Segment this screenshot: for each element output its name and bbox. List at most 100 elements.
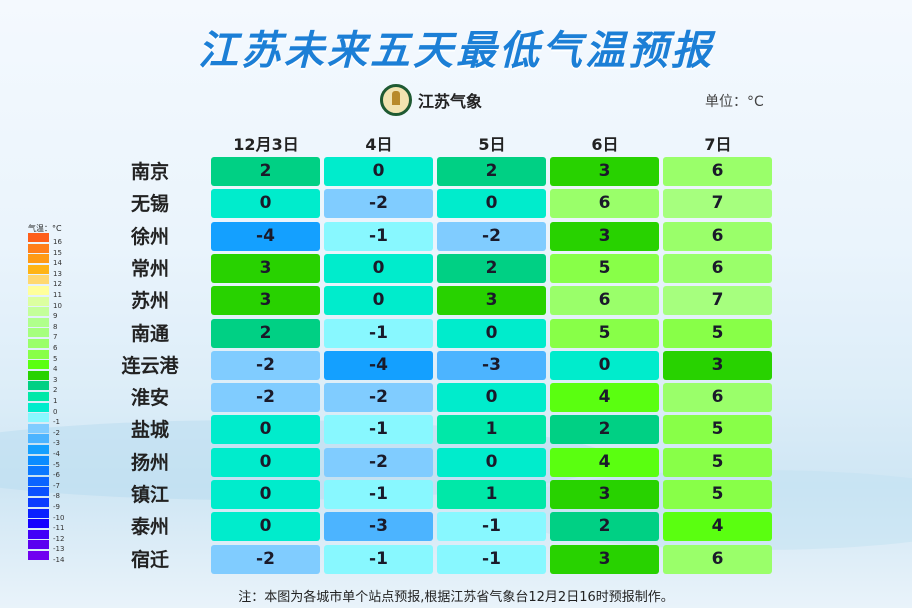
temperature-cell: 5 bbox=[663, 480, 772, 509]
city-label: 宿迁 bbox=[130, 548, 169, 571]
legend-label: 11 bbox=[53, 291, 62, 299]
legend-label: -6 bbox=[53, 471, 60, 480]
temperature-cell: 5 bbox=[550, 253, 659, 283]
temperature-cell: 6 bbox=[663, 253, 772, 283]
temperature-cell: 6 bbox=[663, 544, 772, 574]
legend-swatch bbox=[28, 328, 49, 338]
legend-label: -10 bbox=[53, 513, 65, 522]
legend-label: -11 bbox=[53, 524, 65, 533]
legend-swatch bbox=[28, 392, 49, 401]
legend-label: 13 bbox=[53, 269, 62, 278]
footnote: 注：本图为各城市单个站点预报,根据江苏省气象台12月2日16时预报制作。 bbox=[238, 590, 674, 605]
temperature-cell: 0 bbox=[437, 383, 546, 413]
legend-label: 6 bbox=[53, 344, 58, 352]
temperature-cell: 0 bbox=[324, 286, 433, 316]
temperature-cell: 3 bbox=[437, 286, 546, 316]
legend-label: 0 bbox=[53, 407, 58, 416]
unit-label: 单位：°C bbox=[705, 94, 764, 110]
legend-swatch bbox=[28, 413, 49, 423]
legend-label: 14 bbox=[53, 259, 62, 268]
logo: 江苏气象 bbox=[380, 84, 482, 116]
legend-swatch bbox=[28, 243, 49, 253]
temperature-cell: 1 bbox=[437, 480, 546, 509]
legend-label: 9 bbox=[53, 312, 58, 321]
legend-swatch bbox=[28, 339, 49, 348]
legend-title: 气温：°C bbox=[28, 224, 62, 233]
temperature-cell: 2 bbox=[550, 415, 659, 445]
legend-swatch bbox=[28, 296, 49, 306]
temperature-cell: 3 bbox=[550, 480, 659, 509]
city-label: 扬州 bbox=[130, 451, 169, 474]
temperature-cell: 2 bbox=[437, 157, 546, 186]
legend-label: -12 bbox=[53, 534, 65, 543]
column-header: 12月3日 bbox=[233, 135, 299, 154]
column-header: 6日 bbox=[591, 135, 619, 154]
temperature-cell: 0 bbox=[437, 447, 546, 477]
temperature-cell: 2 bbox=[211, 318, 320, 348]
legend-label: -13 bbox=[53, 545, 65, 554]
temperature-cell: -2 bbox=[437, 221, 546, 251]
temperature-cell: -1 bbox=[437, 544, 546, 574]
temperature-cell: -2 bbox=[324, 447, 433, 477]
city-label: 常州 bbox=[130, 257, 169, 280]
legend-label: -4 bbox=[53, 450, 60, 458]
temperature-cell: -2 bbox=[211, 383, 320, 413]
legend-label: -5 bbox=[53, 460, 60, 469]
temperature-cell: 0 bbox=[211, 447, 320, 477]
legend-label: 3 bbox=[53, 375, 58, 384]
legend-swatch bbox=[28, 445, 49, 454]
temperature-cell: -1 bbox=[324, 221, 433, 251]
legend-label: -7 bbox=[53, 481, 60, 490]
temperature-cell: 4 bbox=[550, 383, 659, 413]
temperature-cell: 1 bbox=[437, 415, 546, 445]
temperature-cell: 7 bbox=[663, 286, 772, 316]
legend-swatch bbox=[28, 498, 49, 507]
legend-swatch bbox=[28, 423, 49, 433]
temperature-cell: 5 bbox=[663, 318, 772, 348]
legend-label: 2 bbox=[53, 386, 58, 395]
legend-swatch bbox=[28, 275, 49, 285]
temperature-cell: 5 bbox=[550, 318, 659, 348]
legend-swatch bbox=[28, 381, 49, 391]
legend-swatch bbox=[28, 487, 49, 497]
temperature-cell: 5 bbox=[663, 447, 772, 477]
legend-label: -1 bbox=[53, 418, 60, 427]
temperature-cell: -3 bbox=[324, 512, 433, 542]
legend-swatch bbox=[28, 519, 49, 529]
legend-swatch bbox=[28, 455, 49, 465]
city-label: 镇江 bbox=[130, 484, 169, 506]
legend-swatch bbox=[28, 349, 49, 359]
temperature-cell: 0 bbox=[550, 350, 659, 380]
temperature-cell: 0 bbox=[324, 157, 433, 186]
temperature-cell: 2 bbox=[211, 157, 320, 186]
legend-swatch bbox=[28, 360, 49, 370]
temperature-cell: 3 bbox=[211, 253, 320, 283]
temperature-cell: 2 bbox=[437, 253, 546, 283]
city-label: 苏州 bbox=[130, 290, 169, 313]
temperature-cell: -1 bbox=[324, 544, 433, 574]
temperature-cell: 4 bbox=[663, 512, 772, 542]
legend-label: -9 bbox=[53, 503, 60, 511]
legend-label: 4 bbox=[53, 365, 58, 374]
legend-swatch bbox=[28, 317, 49, 327]
legend-swatch bbox=[28, 466, 49, 476]
temperature-cell: -1 bbox=[324, 318, 433, 348]
legend-swatch bbox=[28, 508, 49, 518]
city-label: 徐州 bbox=[130, 225, 169, 248]
column-header: 7日 bbox=[704, 135, 732, 154]
temperature-cell: 4 bbox=[550, 447, 659, 477]
temperature-cell: 3 bbox=[211, 286, 320, 316]
legend-swatch bbox=[28, 370, 49, 380]
logo-emblem-icon bbox=[380, 84, 412, 116]
temperature-cell: -1 bbox=[324, 415, 433, 445]
city-label: 泰州 bbox=[130, 516, 169, 539]
legend-swatch bbox=[28, 264, 49, 274]
legend-label: 5 bbox=[53, 354, 58, 363]
legend-label: 12 bbox=[53, 280, 62, 289]
legend-label: 16 bbox=[53, 238, 62, 246]
city-label: 南通 bbox=[130, 322, 169, 345]
city-label: 南京 bbox=[130, 161, 169, 183]
temperature-cell: 6 bbox=[550, 189, 659, 219]
legend-swatch bbox=[28, 540, 49, 550]
temperature-cell: 0 bbox=[211, 480, 320, 509]
